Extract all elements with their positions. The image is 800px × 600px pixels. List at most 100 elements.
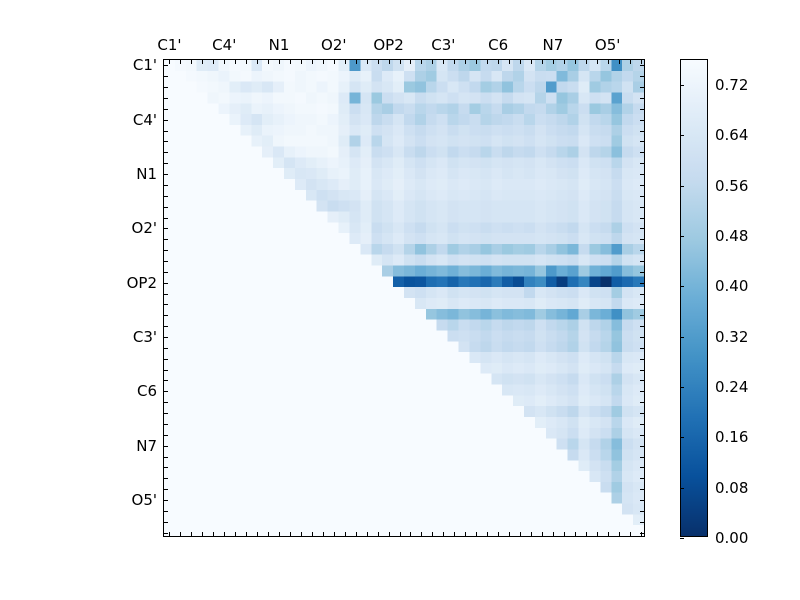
x-tick-bottom (629, 532, 631, 536)
x-tick-label-0: C1' (157, 36, 182, 54)
x-tick-bottom (235, 532, 237, 536)
y-tick-right (640, 347, 644, 349)
x-tick-bottom (432, 532, 434, 536)
x-tick-bottom (289, 532, 291, 536)
y-tick-label-0: C1' (132, 56, 157, 75)
y-tick-right (640, 467, 644, 469)
y-tick-right (640, 217, 644, 219)
x-tick-top (235, 60, 237, 64)
x-tick-bottom (191, 532, 193, 536)
y-tick-left (164, 391, 168, 393)
y-tick-left (164, 239, 168, 241)
x-tick-top (454, 60, 456, 64)
y-tick-right (640, 228, 644, 230)
x-tick-top (585, 60, 587, 64)
y-tick-left (164, 445, 168, 447)
x-tick-top (213, 60, 215, 64)
y-tick-right (640, 87, 644, 89)
x-tick-top (279, 60, 281, 64)
colorbar-tick-label-8: 0.64 (715, 126, 749, 145)
y-tick-right (640, 478, 644, 480)
x-tick-bottom (213, 532, 215, 536)
x-tick-bottom (388, 532, 390, 536)
x-tick-bottom (224, 532, 226, 536)
x-tick-top (541, 60, 543, 64)
y-tick-right (640, 391, 644, 393)
y-tick-left (164, 358, 168, 360)
y-tick-right (640, 152, 644, 154)
x-tick-bottom (498, 532, 500, 536)
y-tick-left (164, 217, 168, 219)
y-tick-left (164, 521, 168, 523)
y-tick-label-1: C4' (132, 110, 157, 129)
y-tick-left (164, 184, 168, 186)
y-tick-right (640, 489, 644, 491)
x-tick-bottom (476, 532, 478, 536)
x-tick-top (520, 60, 522, 64)
colorbar-tick-9 (680, 85, 684, 87)
colorbar-tick-label-6: 0.48 (715, 227, 749, 246)
y-tick-right (640, 510, 644, 512)
x-tick-bottom (541, 532, 543, 536)
x-tick-top (629, 60, 631, 64)
y-tick-right (640, 239, 644, 241)
colorbar-tick-5 (680, 286, 684, 288)
y-tick-left (164, 326, 168, 328)
y-tick-right (640, 304, 644, 306)
x-tick-top (355, 60, 357, 64)
x-tick-label-1: C4' (212, 36, 237, 54)
y-tick-left (164, 510, 168, 512)
colorbar-tick-1 (680, 487, 684, 489)
x-tick-top (574, 60, 576, 64)
x-tick-top (377, 60, 379, 64)
y-tick-right (640, 423, 644, 425)
x-tick-bottom (410, 532, 412, 536)
x-tick-top (322, 60, 324, 64)
y-tick-right (640, 271, 644, 273)
x-tick-bottom (607, 532, 609, 536)
y-tick-left (164, 337, 168, 339)
colorbar-tick-label-3: 0.24 (715, 378, 749, 397)
x-tick-top (311, 60, 313, 64)
y-tick-left (164, 304, 168, 306)
y-tick-label-4: OP2 (126, 273, 157, 292)
x-tick-top (268, 60, 270, 64)
y-tick-right (640, 413, 644, 415)
y-tick-left (164, 413, 168, 415)
y-tick-left (164, 467, 168, 469)
x-tick-bottom (355, 532, 357, 536)
y-tick-label-7: N7 (136, 436, 157, 455)
y-tick-right (640, 195, 644, 197)
y-tick-right (640, 141, 644, 143)
y-tick-right (640, 326, 644, 328)
x-tick-bottom (377, 532, 379, 536)
y-tick-left (164, 423, 168, 425)
x-tick-bottom (322, 532, 324, 536)
x-tick-label-2: N1 (268, 36, 290, 54)
y-tick-right (640, 337, 644, 339)
heatmap-axes: C1' C4' N1 O2' OP2 C3' C6 N7 O5' C1' C4' N1 O2' OP2 C3… (127, 37, 645, 537)
y-tick-right (640, 98, 644, 100)
x-tick-top (476, 60, 478, 64)
x-tick-bottom (585, 532, 587, 536)
x-tick-top (596, 60, 598, 64)
x-tick-bottom (257, 532, 259, 536)
x-tick-top (333, 60, 335, 64)
x-tick-bottom (487, 532, 489, 536)
y-tick-label-6: C6 (136, 382, 157, 401)
y-tick-left (164, 163, 168, 165)
colorbar-tick-3 (680, 387, 684, 389)
x-tick-bottom (618, 532, 620, 536)
y-tick-label-8: O5' (131, 490, 157, 509)
y-tick-right (640, 456, 644, 458)
x-tick-bottom (399, 532, 401, 536)
x-tick-top (399, 60, 401, 64)
x-tick-bottom (202, 532, 204, 536)
x-tick-top (498, 60, 500, 64)
y-tick-right (640, 250, 644, 252)
y-tick-right (640, 163, 644, 165)
x-tick-bottom (454, 532, 456, 536)
y-tick-label-5: C3' (132, 328, 157, 347)
x-tick-top (257, 60, 259, 64)
x-tick-top (246, 60, 248, 64)
